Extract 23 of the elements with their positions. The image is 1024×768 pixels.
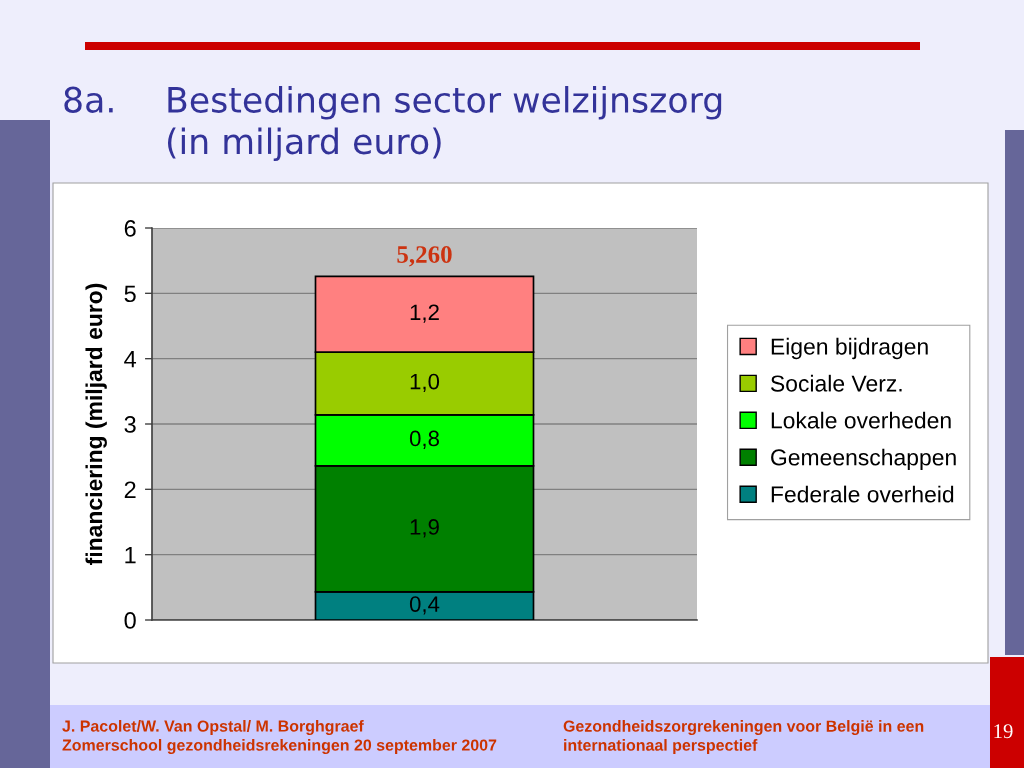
y-tick-label: 1 (125, 546, 136, 564)
y-tick-label: 2 (124, 481, 136, 498)
legend-label: Sociale Verz. (770, 374, 902, 392)
legend-label: Lokale overheden (771, 411, 951, 429)
chart-title: 8a. Bestedingen sector welzijnszorg (in miljard euro) (64, 86, 722, 162)
legend-label: Eigen bijdragen (771, 337, 928, 360)
total-label: 5,260 (397, 246, 452, 267)
y-tick-label: 5 (124, 285, 136, 303)
legend-label: Federale overheid (771, 485, 954, 503)
legend-label: Gemeenschappen (771, 448, 956, 471)
text: J. Pacolet/W. Van Opstal/ M. Borghgraef Zomerschool gezondheidsrekeningen 20 september 2007 (62, 720, 497, 754)
y-tick-label: 4 (124, 350, 137, 368)
y-tick-label: 3 (124, 416, 136, 433)
y-tick-label: 6 (124, 220, 136, 237)
y-tick-label: 0 (124, 612, 136, 629)
data-label: 1,9 (410, 519, 439, 538)
text: 19 (994, 724, 1013, 739)
text: Gezondheidszorgrekeningen voor België in een internationaal perspectief (563, 720, 924, 754)
data-label: 0,4 (409, 596, 440, 615)
data-label: 1,0 (410, 373, 440, 393)
y-axis-title: financiering (miljard euro) (85, 283, 107, 565)
data-label: 1,2 (410, 304, 439, 323)
data-label: 0,8 (409, 430, 439, 449)
